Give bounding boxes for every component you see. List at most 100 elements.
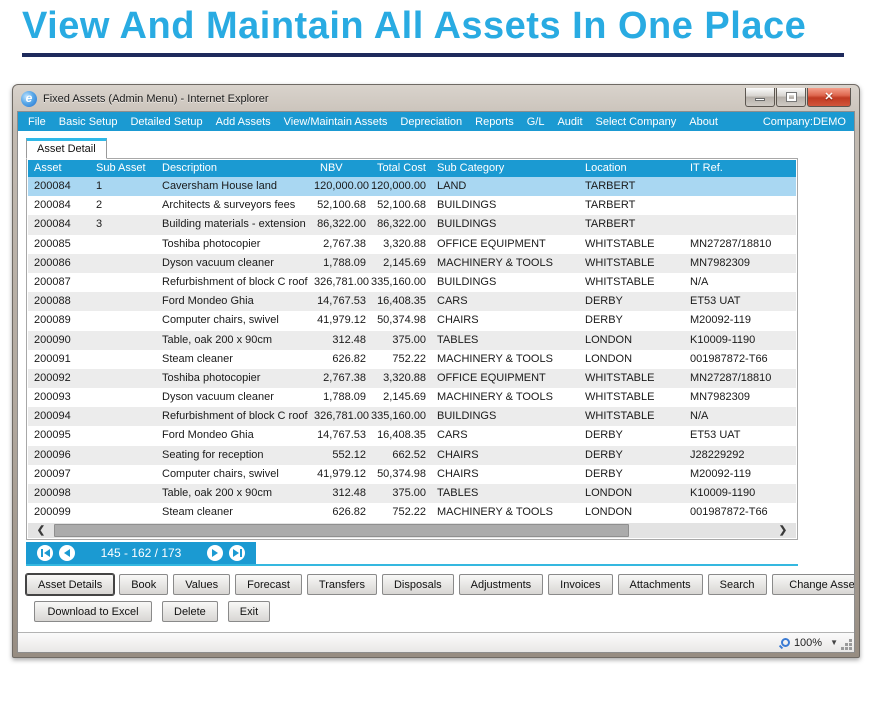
browser-window: e Fixed Assets (Admin Menu) - Internet E… <box>12 84 860 658</box>
table-row[interactable]: 200091 Steam cleaner 626.82 752.22 MACHINERY… <box>28 350 796 369</box>
menu-item-add-assets[interactable]: Add Assets <box>215 115 271 128</box>
table-cell: OFFICE EQUIPMENT <box>437 237 546 250</box>
table-row[interactable]: 200097 Computer chairs, swivel 41,979.12 50… <box>28 465 796 484</box>
table-row[interactable]: 200084 3 Building materials - extension 86,… <box>28 215 796 235</box>
table-row[interactable]: 200085 Toshiba photocopier 2,767.38 3,320.8… <box>28 235 796 254</box>
table-cell: 50,374.98 <box>377 314 426 327</box>
window-body: File Basic Setup Detailed Setup Add Assets V… <box>17 111 855 653</box>
invoices-button[interactable]: Invoices <box>548 574 613 595</box>
forecast-button[interactable]: Forecast <box>235 574 302 595</box>
table-cell: Refurbishment of block C roof <box>162 275 308 288</box>
table-row[interactable]: 200086 Dyson vacuum cleaner 1,788.09 2,145.… <box>28 253 796 273</box>
table-cell: TABLES <box>437 333 479 346</box>
next-page-icon <box>212 549 218 557</box>
menu-item-audit[interactable]: Audit <box>557 115 583 128</box>
menu-item-reports[interactable]: Reports <box>475 115 514 128</box>
table-cell: BUILDINGS <box>437 275 497 288</box>
table-row[interactable]: 200096 Seating for reception 552.12 662.52 C… <box>28 445 796 465</box>
first-page-button[interactable] <box>37 545 53 561</box>
adjustments-button[interactable]: Adjustments <box>458 574 544 595</box>
table-cell: 626.82 <box>332 506 366 519</box>
next-page-button[interactable] <box>207 545 223 561</box>
menu-item-detailed-setup[interactable]: Detailed Setup <box>130 115 203 128</box>
table-cell: Seating for reception <box>162 448 264 461</box>
transfers-button[interactable]: Transfers <box>306 574 377 595</box>
table-cell: 001987872-T66 <box>690 352 768 365</box>
column-header-asset[interactable]: Asset <box>34 162 62 174</box>
delete-button[interactable]: Delete <box>162 601 218 622</box>
resize-grip[interactable] <box>849 639 852 642</box>
scroll-right-icon[interactable]: ❯ <box>778 525 788 536</box>
table-row[interactable]: 200084 2 Architects & surveyors fees 52,100… <box>28 196 796 215</box>
book-button[interactable]: Book <box>119 574 169 595</box>
table-cell: 375.00 <box>392 333 426 346</box>
table-cell <box>90 311 156 330</box>
table-row[interactable]: 200092 Toshiba photocopier 2,767.38 3,320.8… <box>28 368 796 389</box>
menu-item-g-l[interactable]: G/L <box>526 115 545 128</box>
table-row[interactable]: 200089 Computer chairs, swivel 41,979.12 50… <box>28 311 796 330</box>
table-cell: Ford Mondeo Ghia <box>162 295 254 308</box>
exit-button[interactable]: Exit <box>227 601 271 622</box>
column-header-total-cost[interactable]: Total Cost <box>377 162 426 174</box>
disposals-button[interactable]: Disposals <box>381 574 454 595</box>
table-row[interactable]: 200087 Refurbishment of block C roof 326,7… <box>28 273 796 292</box>
column-header-location[interactable]: Location <box>585 162 627 174</box>
menu-item-depreciation[interactable]: Depreciation <box>400 115 463 128</box>
table-cell: CHAIRS <box>437 314 479 327</box>
table-cell <box>90 235 156 254</box>
table-cell: MN7982309 <box>690 391 750 404</box>
menu-item-view-maintain-assets[interactable]: View/Maintain Assets <box>283 115 388 128</box>
last-page-button[interactable] <box>229 545 245 561</box>
table-cell: 001987872-T66 <box>690 506 768 519</box>
table-cell: 120,000.00 <box>371 180 427 192</box>
close-button[interactable]: ✕ <box>807 87 851 107</box>
table-header-row: Asset Sub Asset Description NBV Total Cost Su… <box>28 160 796 177</box>
table-cell: 200098 <box>34 487 71 499</box>
menu-item-about[interactable]: About <box>689 115 718 128</box>
maximize-button[interactable] <box>776 87 806 107</box>
scrollbar-thumb[interactable] <box>54 524 629 537</box>
table-cell: 335,160.00 <box>371 410 427 423</box>
minimize-button[interactable] <box>745 87 775 107</box>
page-content: Asset Detail Asset Sub Asset Description NB… <box>18 131 854 632</box>
menu-item-file[interactable]: File <box>28 115 46 128</box>
table-row[interactable]: 200094 Refurbishment of block C roof 326,7… <box>28 407 796 427</box>
table-row[interactable]: 200088 Ford Mondeo Ghia 14,767.53 16,408.35… <box>28 292 796 312</box>
column-header-it-ref-[interactable]: IT Ref. <box>690 162 723 174</box>
menu-item-basic-setup[interactable]: Basic Setup <box>58 115 118 128</box>
tab-asset-detail[interactable]: Asset Detail <box>26 138 107 159</box>
table-row[interactable]: 200084 1 Caversham House land 120,000.00 120… <box>28 177 796 197</box>
table-cell: 200096 <box>34 448 71 461</box>
table-row[interactable]: 200099 Steam cleaner 626.82 752.22 MACHINERY… <box>28 503 796 522</box>
menu-item-select-company[interactable]: Select Company <box>595 115 677 128</box>
table-cell <box>90 484 156 503</box>
table-row[interactable]: 200093 Dyson vacuum cleaner 1,788.09 2,145.… <box>28 388 796 407</box>
table-cell: M20092-119 <box>690 467 751 480</box>
table-cell: BUILDINGS <box>437 410 497 423</box>
page-title: View And Maintain All Assets In One Plac… <box>22 5 807 47</box>
window-titlebar[interactable]: e Fixed Assets (Admin Menu) - Internet E… <box>13 85 859 111</box>
search-button[interactable]: Search <box>707 574 767 595</box>
column-header-nbv[interactable]: NBV <box>320 162 343 174</box>
table-row[interactable]: 200090 Table, oak 200 x 90cm 312.48 375.00 T… <box>28 330 796 350</box>
table-cell: Dyson vacuum cleaner <box>162 391 274 404</box>
table-cell: 626.82 <box>332 352 366 365</box>
column-header-description[interactable]: Description <box>162 162 218 174</box>
download-to-excel-button[interactable]: Download to Excel <box>34 601 152 622</box>
column-header-sub-category[interactable]: Sub Category <box>437 162 505 174</box>
table-cell: Steam cleaner <box>162 352 233 365</box>
zoom-control[interactable]: 100% ▼ <box>780 637 854 649</box>
scroll-left-icon[interactable]: ❮ <box>36 525 46 536</box>
asset-details-button[interactable]: Asset Details <box>26 574 115 595</box>
table-cell: WHITSTABLE <box>585 391 655 404</box>
table-row[interactable]: 200095 Ford Mondeo Ghia 14,767.53 16,408.35… <box>28 426 796 445</box>
horizontal-scrollbar[interactable]: ❮ ❯ <box>28 523 796 538</box>
previous-page-button[interactable] <box>59 545 75 561</box>
table-cell: 375.00 <box>392 487 426 499</box>
values-button[interactable]: Values <box>173 574 231 595</box>
change-asset-id-button[interactable]: Change Asset ID <box>771 574 854 595</box>
table-cell: WHITSTABLE <box>585 371 655 384</box>
column-header-sub-asset[interactable]: Sub Asset <box>96 162 146 174</box>
table-row[interactable]: 200098 Table, oak 200 x 90cm 312.48 375.00 T… <box>28 484 796 504</box>
attachments-button[interactable]: Attachments <box>617 574 703 595</box>
